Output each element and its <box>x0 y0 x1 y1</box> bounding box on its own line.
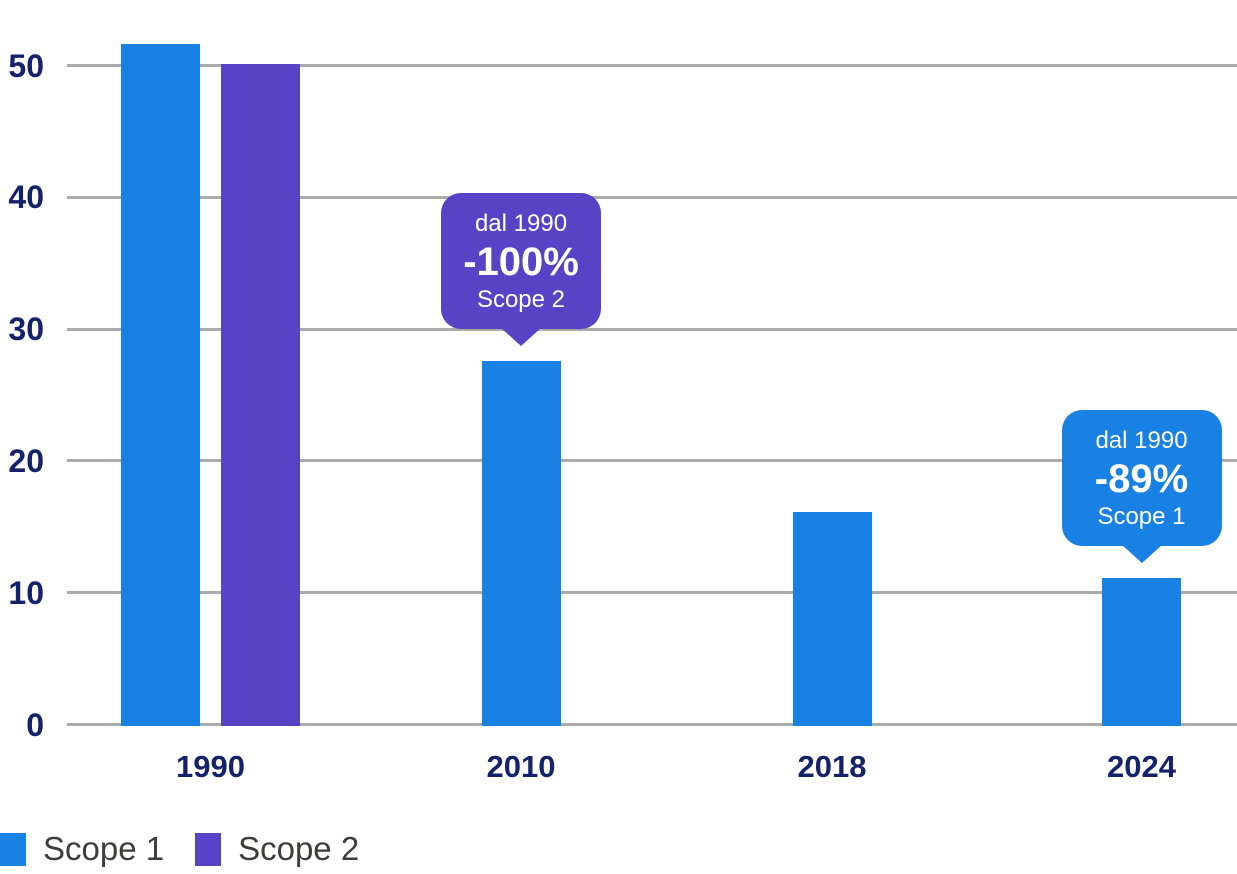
gridline-30 <box>67 327 1237 331</box>
callout-percentage: -100% <box>463 239 579 284</box>
y-tick-label-50: 50 <box>8 47 44 84</box>
callout-pointer-icon <box>1121 545 1162 564</box>
legend-swatch-icon <box>0 832 26 866</box>
y-tick-label-40: 40 <box>8 179 44 216</box>
callout-scope-1: dal 1990 -89% Scope 1 <box>1061 410 1222 564</box>
x-tick-label-2018: 2018 <box>797 749 867 784</box>
gridline-10 <box>67 591 1237 595</box>
legend-item-scope-2: Scope 2 <box>195 831 359 867</box>
callout-percentage: -89% <box>1094 457 1189 502</box>
gridline-0 <box>67 723 1237 726</box>
legend: Scope 1 Scope 2 <box>0 831 359 867</box>
bar-1990-scope-2 <box>221 64 300 726</box>
x-tick-label-2024: 2024 <box>1107 749 1176 784</box>
bar-2018-scope-1 <box>792 512 872 726</box>
y-tick-label-10: 10 <box>8 574 44 611</box>
y-tick-label-30: 30 <box>8 311 44 348</box>
y-tick-label-0: 0 <box>26 706 44 743</box>
legend-item-scope-1: Scope 1 <box>0 831 164 867</box>
x-tick-label-1990: 1990 <box>176 749 245 784</box>
y-tick-label-20: 20 <box>8 442 44 479</box>
callout-subtitle: dal 1990 <box>1095 427 1188 455</box>
gridline-40 <box>67 195 1237 199</box>
legend-label: Scope 2 <box>238 830 360 867</box>
legend-label: Scope 1 <box>43 830 165 867</box>
x-tick-label-2010: 2010 <box>486 749 556 784</box>
callout-pointer-icon <box>501 327 541 346</box>
gridline-50 <box>67 64 1237 67</box>
bar-2010-scope-1 <box>481 360 561 726</box>
callout-scope-2: dal 1990 -100% Scope 2 <box>441 192 601 346</box>
callout-scope-label: Scope 2 <box>476 285 566 313</box>
gridline-20 <box>67 459 1237 463</box>
callout-subtitle: dal 1990 <box>474 209 568 237</box>
callout-scope-label: Scope 1 <box>1097 503 1186 531</box>
bar-1990-scope-1 <box>121 44 200 726</box>
bar-2024-scope-1 <box>1102 578 1181 726</box>
legend-swatch-icon <box>195 832 222 866</box>
